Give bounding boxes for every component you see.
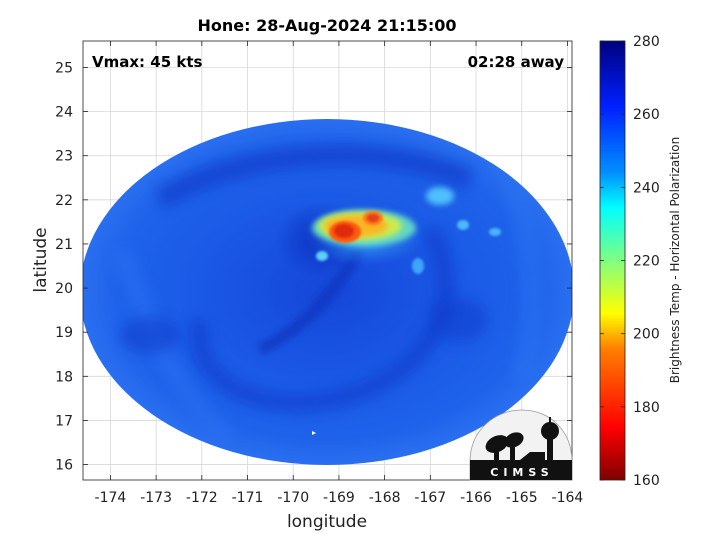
x-tick-label: -168	[369, 490, 401, 506]
x-tick-label: -167	[414, 490, 446, 506]
colorbar-gradient	[600, 41, 625, 480]
colorbar: 160 180 200 220 240 260 280 Brightness Temp - …	[599, 34, 682, 489]
x-tick-label: -166	[460, 490, 492, 506]
x-tick-label: -170	[277, 490, 309, 506]
swath-texture	[110, 144, 544, 448]
y-tick-label: 23	[55, 149, 73, 165]
cimss-logo-text: CIMSS	[490, 466, 553, 479]
colorbar-tick-label: 240	[633, 180, 660, 196]
colorbar-tick-label: 200	[633, 327, 660, 343]
colorbar-tick-label: 280	[633, 34, 660, 50]
y-tick-label: 19	[55, 325, 73, 341]
x-tick-label: -174	[95, 490, 127, 506]
y-axis-ticks: 16 17 18 19 20 21 22 23 24 25	[55, 60, 572, 474]
y-tick-label: 18	[55, 369, 73, 385]
microwave-swath	[83, 119, 572, 465]
time-away-annotation: 02:28 away	[468, 53, 565, 71]
colorbar-ticks: 160 180 200 220 240 260 280	[600, 34, 660, 489]
x-tick-label: -169	[323, 490, 355, 506]
colorbar-tick-label: 220	[633, 254, 660, 270]
map-plot-area: -174 -173 -172 -171 -170 -169 -168 -167 -166 -165…	[55, 40, 584, 506]
colorbar-tick-label: 180	[633, 400, 660, 416]
storm-marker	[312, 431, 316, 435]
y-tick-label: 22	[55, 193, 73, 209]
x-axis-label: longitude	[287, 512, 367, 532]
x-tick-label: -172	[186, 490, 218, 506]
colorbar-tick-label: 260	[633, 107, 660, 123]
y-tick-label: 25	[55, 60, 73, 76]
cimss-logo: CIMSS	[469, 409, 573, 481]
colorbar-tick-label: 160	[633, 473, 660, 489]
x-tick-label: -173	[140, 490, 172, 506]
colorbar-label: Brightness Temp - Horizontal Polarizatio…	[668, 137, 682, 384]
y-tick-label: 21	[55, 237, 73, 253]
y-tick-label: 20	[55, 281, 73, 297]
vmax-annotation: Vmax: 45 kts	[92, 53, 202, 71]
y-tick-label: 16	[55, 458, 73, 474]
warm-core-convection	[312, 210, 416, 246]
plot-title: Hone: 28-Aug-2024 21:15:00	[197, 16, 456, 35]
x-axis-ticks: -174 -173 -172 -171 -170 -169 -168 -167 -166 -165…	[95, 41, 584, 506]
x-tick-label: -171	[232, 490, 264, 506]
x-tick-label: -164	[552, 490, 584, 506]
plot-frame	[82, 40, 573, 481]
y-axis-label: latitude	[31, 227, 51, 292]
x-tick-label: -165	[506, 490, 538, 506]
y-tick-label: 24	[55, 105, 73, 121]
y-tick-label: 17	[55, 413, 73, 429]
